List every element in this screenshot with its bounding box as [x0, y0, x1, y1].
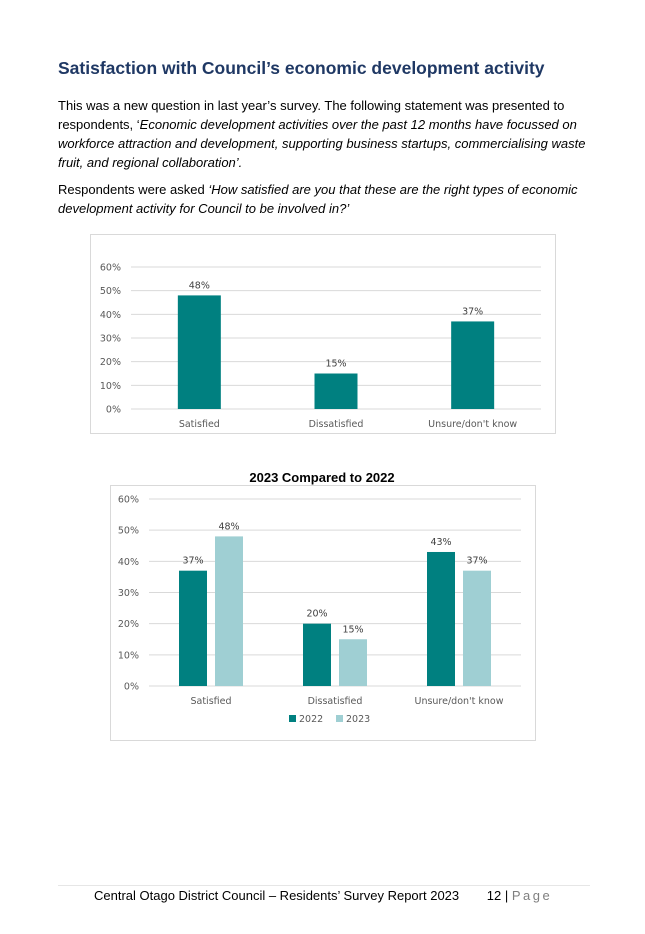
- y-tick-label: 0%: [106, 405, 121, 416]
- comparison-chart-svg: 0% 10% 20% 30% 40% 50% 60% 37% 48% Satisfied 20% 15…: [118, 495, 521, 725]
- y-tick-label: 60%: [100, 263, 121, 274]
- y-tick-label: 50%: [100, 286, 121, 297]
- bar-3: [451, 321, 495, 409]
- satisfaction-chart-svg: 0% 10% 20% 30% 40% 50% 60% 48% Satisfied 15% Dissa…: [100, 263, 541, 430]
- bar-2023-1: [215, 536, 243, 686]
- footer-divider: [58, 885, 590, 886]
- y-tick-label: 0%: [124, 682, 139, 693]
- data-label: 15%: [342, 624, 363, 635]
- page-word: Page: [511, 888, 553, 903]
- y-tick-label: 30%: [100, 334, 121, 345]
- y-tick-label: 20%: [100, 357, 121, 368]
- section-heading: Satisfaction with Council’s economic dev…: [58, 58, 545, 78]
- data-label: 20%: [306, 609, 327, 620]
- y-tick-label: 30%: [118, 588, 139, 599]
- bar-2: [314, 373, 358, 409]
- legend-label-2022: 2022: [299, 714, 323, 725]
- page-number: 12: [486, 888, 502, 903]
- question-paragraph: Respondents were asked ‘How satisfied ar…: [58, 180, 598, 218]
- intro-text: This was a new question in last year’s s…: [58, 98, 565, 132]
- satisfaction-chart: 0% 10% 20% 30% 40% 50% 60% 48% Satisfied 15% Dissa…: [90, 234, 556, 434]
- legend-swatch-2022: [289, 715, 296, 722]
- comparison-chart-title: 2023 Compared to 2022: [249, 470, 395, 485]
- statement-text: Economic development activities over the…: [58, 117, 586, 170]
- data-label: 48%: [218, 521, 239, 532]
- x-tick-label: Satisfied: [190, 696, 231, 707]
- y-tick-label: 10%: [100, 381, 121, 392]
- footer-text: Central Otago District Council – Residen…: [94, 888, 460, 903]
- bar-2022-3: [427, 551, 455, 686]
- y-tick-label: 20%: [118, 619, 139, 630]
- footer-separator: |: [504, 888, 509, 903]
- data-label: 43%: [430, 537, 451, 548]
- data-label: 37%: [462, 306, 483, 317]
- y-tick-label: 40%: [118, 557, 139, 568]
- bar-2023-2: [339, 639, 367, 686]
- x-tick-label: Dissatisfied: [309, 419, 364, 430]
- bar-1: [177, 295, 221, 409]
- bar-2022-2: [303, 623, 331, 686]
- x-tick-label: Satisfied: [179, 419, 220, 430]
- bar-2022-1: [179, 570, 207, 686]
- y-tick-label: 40%: [100, 310, 121, 321]
- question-text: ‘How satisfied are you that these are th…: [58, 182, 578, 216]
- y-tick-label: 60%: [118, 495, 139, 506]
- comparison-chart: 0% 10% 20% 30% 40% 50% 60% 37% 48% Satisfied 20% 15…: [110, 485, 536, 741]
- data-label: 15%: [325, 359, 346, 370]
- x-tick-label: Dissatisfied: [308, 696, 363, 707]
- intro-paragraph: This was a new question in last year’s s…: [58, 96, 598, 172]
- data-label: 37%: [466, 556, 487, 567]
- legend-label-2023: 2023: [346, 714, 370, 725]
- question-intro-text: Respondents were asked: [58, 182, 209, 197]
- legend-swatch-2023: [336, 715, 343, 722]
- data-label: 37%: [182, 556, 203, 567]
- page-footer: Central Otago District Council – Residen…: [94, 888, 552, 903]
- bar-2023-3: [463, 570, 491, 686]
- y-tick-label: 50%: [118, 526, 139, 537]
- x-tick-label: Unsure/don't know: [428, 419, 517, 430]
- y-tick-label: 10%: [118, 650, 139, 661]
- data-label: 48%: [189, 280, 210, 291]
- x-tick-label: Unsure/don't know: [414, 696, 503, 707]
